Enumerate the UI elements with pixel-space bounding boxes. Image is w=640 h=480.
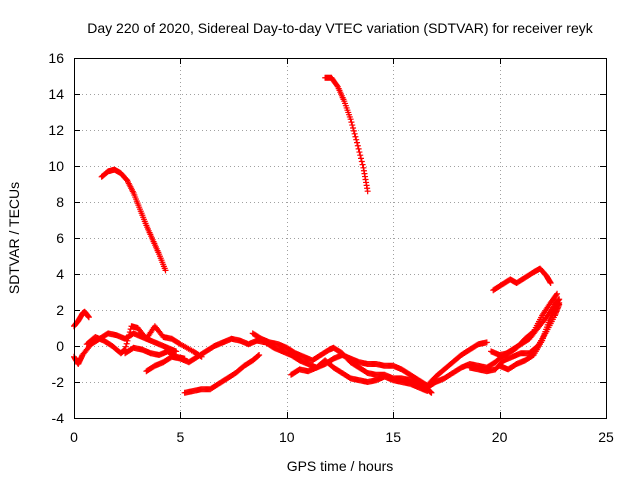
data-point: [553, 291, 560, 298]
series-arc-late-3: [488, 290, 561, 358]
data-point: [357, 152, 364, 159]
x-tick-label: 5: [177, 429, 185, 445]
data-point: [354, 142, 361, 149]
series-arc-high-2: [322, 74, 371, 195]
data-point: [349, 122, 356, 129]
series-arc-mid-1: [181, 352, 263, 396]
data-point: [126, 331, 133, 338]
data-point: [428, 389, 435, 396]
series-arc-high-1: [98, 166, 169, 274]
data-point: [556, 299, 563, 306]
series-arc-mid-3: [288, 357, 431, 394]
data-point: [483, 339, 490, 346]
data-point: [85, 314, 92, 321]
y-tick-label: 0: [56, 338, 64, 354]
data-point: [348, 119, 355, 126]
data-point: [351, 130, 358, 137]
data-point: [358, 155, 365, 162]
data-point: [123, 340, 130, 347]
series-arc-late-4: [496, 299, 563, 373]
y-tick-label: -4: [52, 410, 65, 426]
data-point: [554, 290, 561, 297]
data-point: [352, 133, 359, 140]
series-arc-late-high: [490, 265, 554, 294]
data-point: [358, 158, 365, 165]
data-point: [350, 127, 357, 134]
data-point: [364, 188, 371, 195]
x-tick-label: 25: [598, 429, 614, 445]
data-point: [353, 136, 360, 143]
data-point: [162, 267, 169, 274]
data-point: [256, 352, 263, 358]
y-tick-label: -2: [52, 374, 65, 390]
y-tick-label: 12: [48, 122, 64, 138]
y-tick-label: 8: [56, 194, 64, 210]
data-point: [173, 348, 180, 355]
y-axis-label: SDTVAR / TECUs: [6, 182, 22, 294]
data-point: [255, 352, 262, 359]
data-point: [350, 124, 357, 131]
data-point: [347, 116, 354, 123]
data-point: [124, 337, 131, 344]
data-point: [126, 329, 133, 336]
data-point: [356, 149, 363, 156]
y-tick-label: 10: [48, 158, 64, 174]
data-point: [355, 145, 362, 152]
data-point: [547, 280, 554, 286]
x-tick-label: 15: [385, 429, 401, 445]
x-tick-label: 10: [279, 429, 295, 445]
x-tick-label: 20: [492, 429, 508, 445]
data-point: [354, 139, 361, 146]
data-point: [359, 161, 366, 168]
y-tick-label: 6: [56, 230, 64, 246]
data-series: [71, 74, 563, 396]
y-tick-label: 4: [56, 266, 64, 282]
data-point: [122, 343, 129, 350]
chart-title: Day 220 of 2020, Sidereal Day-to-day VTE…: [87, 20, 593, 36]
data-point: [125, 334, 132, 341]
x-tick-label: 0: [70, 429, 78, 445]
plot-frame: [74, 58, 607, 419]
y-tick-label: 14: [48, 86, 64, 102]
y-tick-label: 16: [48, 50, 64, 66]
x-axis-label: GPS time / hours: [287, 458, 394, 474]
y-tick-label: 2: [56, 302, 64, 318]
